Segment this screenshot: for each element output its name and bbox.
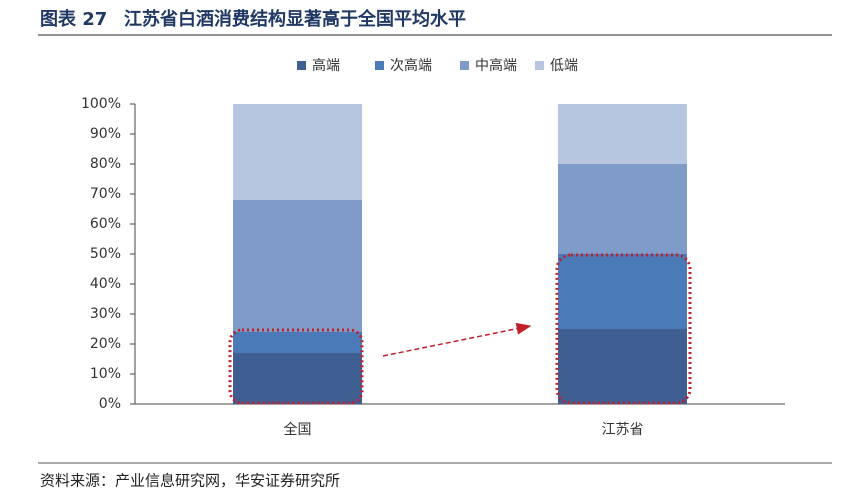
legend-label: 次高端: [390, 57, 432, 74]
legend-label: 中高端: [475, 57, 517, 74]
y-tick-label: 10%: [90, 366, 121, 382]
y-tick-label: 0%: [99, 396, 121, 412]
bar-segment: [233, 332, 362, 353]
y-tick-label: 60%: [90, 216, 121, 232]
figure-label: 图表 27: [40, 8, 107, 30]
highlight: [228, 253, 692, 405]
bar-segment: [233, 104, 362, 200]
bar-segment: [233, 353, 362, 404]
legend-swatch: [375, 61, 384, 70]
arrow: [382, 322, 532, 357]
bar-segment: [558, 104, 687, 164]
y-tick-label: 40%: [90, 276, 121, 292]
bar-segment: [233, 200, 362, 332]
y-tick-label: 20%: [90, 336, 121, 352]
y-tick-label: 80%: [90, 156, 121, 172]
legend-label: 低端: [550, 58, 578, 74]
legend-swatch: [297, 61, 306, 70]
bar-segment: [558, 164, 687, 254]
y-tick-label: 30%: [90, 306, 121, 322]
y-tick-label: 50%: [90, 246, 121, 262]
legend-label: 高端: [312, 57, 340, 74]
bar-segment: [558, 329, 687, 404]
highlight-box: [228, 328, 364, 405]
x-tick-label: 江苏省: [602, 422, 644, 438]
x-tick-label: 全国: [284, 421, 312, 438]
legend-swatch: [460, 61, 469, 70]
plot: 0% 10% 20% 30% 40% 50% 60% 70% 80% 90% 100% 全国 江苏省 高端…: [81, 57, 785, 438]
y-tick-label: 70%: [90, 186, 121, 202]
y-tick-label: 90%: [90, 126, 121, 142]
highlight-box: [555, 253, 692, 405]
source: 资料来源：产业信息研究网，华安证券研究所: [40, 472, 340, 490]
chart-title: 江苏省白酒消费结构显著高于全国平均水平: [124, 8, 466, 30]
legend-swatch: [535, 61, 544, 70]
y-tick-label: 100%: [81, 96, 121, 112]
bar-segment: [558, 254, 687, 329]
